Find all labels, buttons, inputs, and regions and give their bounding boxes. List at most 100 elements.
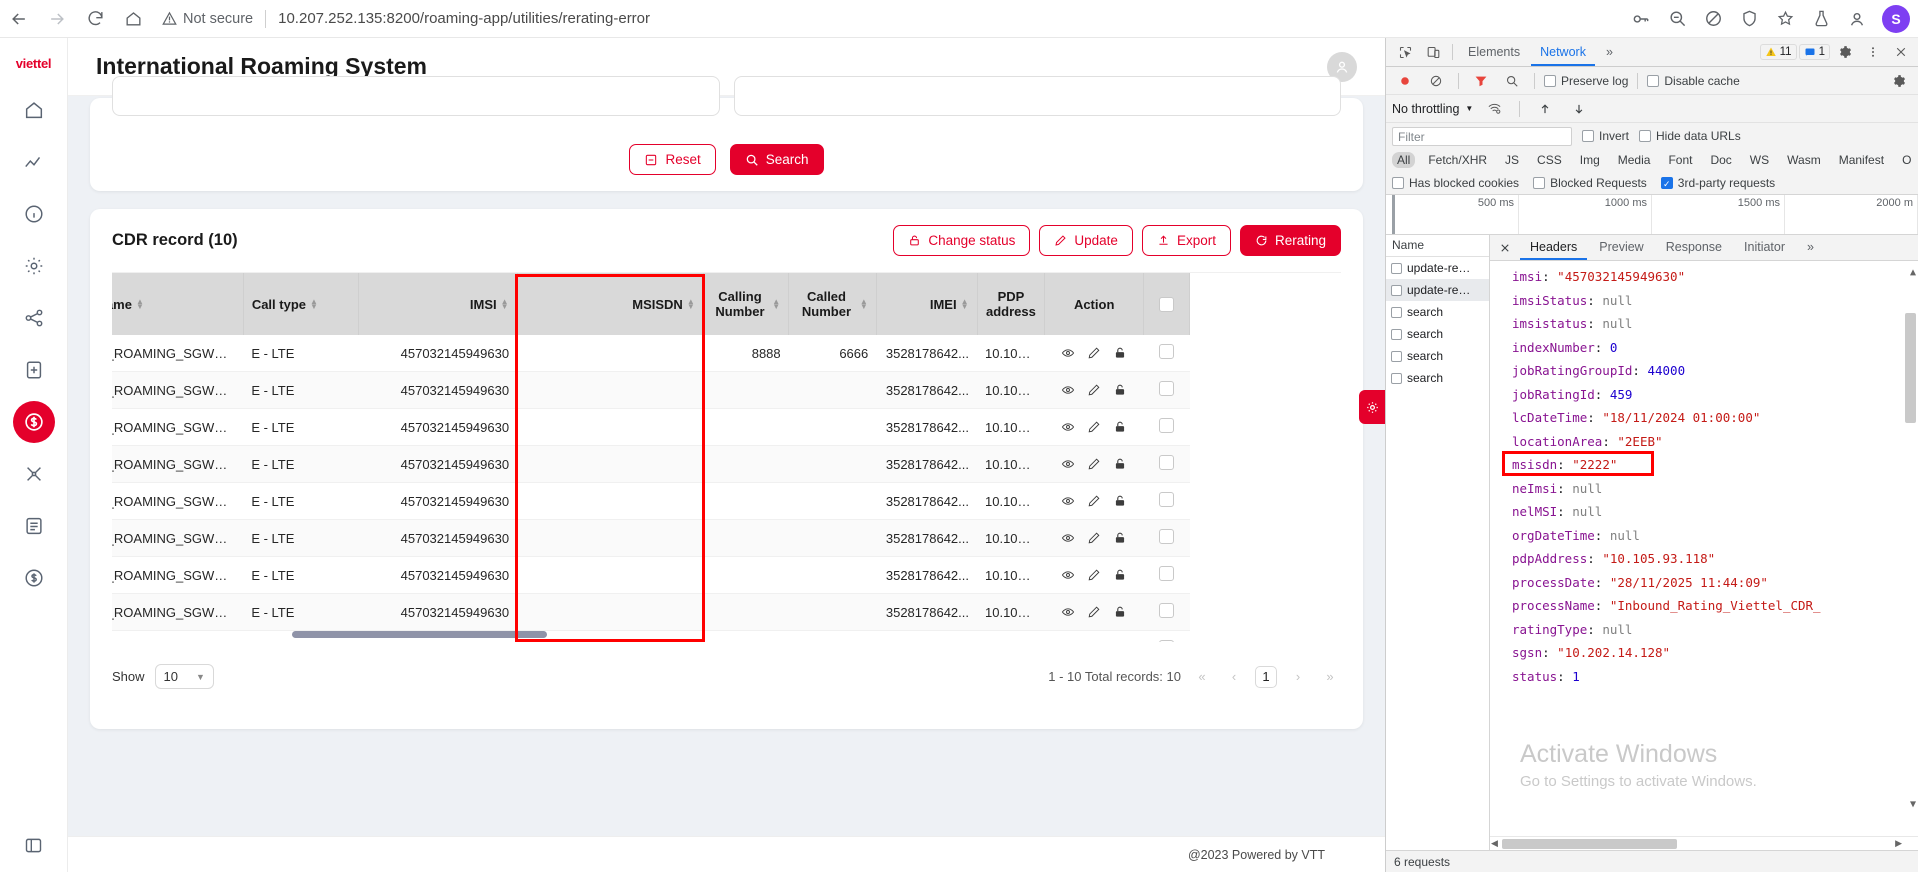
request-row[interactable]: search xyxy=(1386,323,1489,345)
throttling-dropdown[interactable]: No throttling ▼ xyxy=(1392,102,1473,116)
request-list-header[interactable]: Name xyxy=(1386,235,1489,257)
view-icon[interactable] xyxy=(1061,531,1075,545)
request-row[interactable]: update-re… xyxy=(1386,279,1489,301)
row-checkbox[interactable] xyxy=(1158,529,1174,544)
more-tabs-icon[interactable]: » xyxy=(1605,45,1613,59)
third-party-requests-checkbox[interactable]: ✓ 3rd-party requests xyxy=(1660,176,1775,190)
reload-icon[interactable] xyxy=(76,3,114,35)
col-msisdn[interactable]: MSISDN ▲ ▼ xyxy=(517,273,704,335)
rerating-button[interactable]: Rerating xyxy=(1239,225,1341,256)
last-page-button[interactable]: » xyxy=(1326,669,1334,684)
col-imei[interactable]: IMEI ▲ ▼ xyxy=(876,273,978,335)
has-blocked-cookies-checkbox[interactable]: Has blocked cookies xyxy=(1392,176,1519,190)
edit-icon[interactable] xyxy=(1087,420,1101,434)
sort-icon[interactable]: ▲ ▼ xyxy=(859,297,868,311)
network-settings-gear-icon[interactable] xyxy=(1886,69,1912,93)
edit-icon[interactable] xyxy=(1087,605,1101,619)
col-call-type[interactable]: Call type ▲ ▼ xyxy=(243,273,359,335)
col-calling-number[interactable]: Calling Number ▲ ▼ xyxy=(703,273,790,335)
view-icon[interactable] xyxy=(1061,383,1075,397)
sidebar-item-reports[interactable] xyxy=(13,349,55,391)
disable-cache-checkbox[interactable]: Disable cache xyxy=(1647,74,1740,88)
more-options-icon[interactable] xyxy=(1860,40,1886,64)
network-timeline-overview[interactable]: 500 ms 1000 ms 1500 ms 2000 m xyxy=(1386,195,1918,235)
table-row[interactable]: S_ROAMING_SGWHL...E - LTE457032145949630… xyxy=(112,482,1190,520)
filter-type-font[interactable]: Font xyxy=(1668,153,1693,167)
col-name[interactable]: name▲▼ xyxy=(112,273,244,335)
table-row[interactable]: S_ROAMING_SGWHL...E - LTE457032145949630… xyxy=(112,335,1190,372)
account-icon[interactable] xyxy=(1840,4,1874,34)
scroll-right-arrow-icon[interactable]: ▶ xyxy=(1895,838,1902,848)
edit-icon[interactable] xyxy=(1087,531,1101,545)
view-icon[interactable] xyxy=(1061,494,1075,508)
search-field-right[interactable] xyxy=(733,76,1341,116)
sidebar-item-analytics[interactable] xyxy=(13,141,55,183)
sidebar-item-network[interactable] xyxy=(13,297,55,339)
sidebar-item-list[interactable] xyxy=(13,505,55,547)
row-checkbox[interactable] xyxy=(1158,418,1174,433)
col-imsi[interactable]: IMSI ▲ ▼ xyxy=(358,273,518,335)
filter-type-js[interactable]: JS xyxy=(1505,153,1520,167)
row-checkbox[interactable] xyxy=(1158,603,1174,618)
view-icon[interactable] xyxy=(1061,420,1075,434)
table-hscroll-track[interactable] xyxy=(112,631,1341,640)
lock-icon[interactable] xyxy=(1113,457,1127,471)
cell-select[interactable] xyxy=(1143,630,1190,642)
settings-gear-icon[interactable] xyxy=(1832,40,1858,64)
export-har-icon[interactable] xyxy=(1566,97,1592,121)
request-checkbox[interactable] xyxy=(1391,350,1402,362)
search-button[interactable]: Search xyxy=(729,144,824,175)
filter-input[interactable]: Filter xyxy=(1392,126,1572,146)
update-button[interactable]: Update xyxy=(1039,225,1133,256)
sort-icon[interactable]: ▲ ▼ xyxy=(135,297,144,311)
record-button-icon[interactable] xyxy=(1392,69,1418,93)
filter-type-ws[interactable]: WS xyxy=(1749,153,1770,167)
hide-data-urls-checkbox[interactable]: Hide data URLs xyxy=(1639,129,1741,143)
filter-type-media[interactable]: Media xyxy=(1617,153,1651,167)
preserve-log-checkbox[interactable]: Preserve log xyxy=(1544,74,1628,88)
close-devtools-icon[interactable] xyxy=(1888,40,1914,64)
lock-icon[interactable] xyxy=(1113,383,1127,397)
sort-icon[interactable]: ▲ ▼ xyxy=(960,297,969,311)
inspect-element-icon[interactable] xyxy=(1392,40,1418,64)
security-indicator[interactable]: Not secure xyxy=(162,11,253,27)
profile-avatar[interactable]: S xyxy=(1882,4,1910,33)
bookmark-star-icon[interactable] xyxy=(1768,4,1802,34)
sidebar-item-alerts[interactable] xyxy=(13,193,55,235)
search-requests-icon[interactable] xyxy=(1499,69,1525,93)
request-checkbox[interactable] xyxy=(1391,262,1402,274)
shield-icon[interactable] xyxy=(1732,4,1766,34)
json-vscroll-thumb[interactable] xyxy=(1905,313,1916,423)
request-row[interactable]: update-re… xyxy=(1386,257,1489,279)
sidebar-item-tools[interactable] xyxy=(13,453,55,495)
filter-type-manifest[interactable]: Manifest xyxy=(1838,153,1885,167)
row-checkbox[interactable] xyxy=(1158,344,1174,359)
table-row[interactable]: S_ROAMING_SGWHL...E - LTE457032145949630… xyxy=(112,593,1190,631)
filter-type-img[interactable]: Img xyxy=(1579,153,1600,167)
block-icon[interactable] xyxy=(1696,4,1730,34)
address-bar[interactable]: Not secure 10.207.252.135:8200/roaming-a… xyxy=(162,3,1618,34)
table-hscroll-thumb[interactable] xyxy=(292,631,547,638)
home-icon[interactable] xyxy=(114,3,152,35)
scroll-up-arrow-icon[interactable]: ▲ xyxy=(1909,267,1916,278)
json-hscroll-track[interactable]: ◀ ▶ xyxy=(1490,836,1918,850)
json-hscroll-thumb[interactable] xyxy=(1502,838,1677,849)
invert-checkbox[interactable]: Invert xyxy=(1582,129,1629,143)
cell-select[interactable] xyxy=(1143,335,1190,372)
cell-select[interactable] xyxy=(1143,519,1190,557)
cell-select[interactable] xyxy=(1143,556,1190,594)
request-row[interactable]: search xyxy=(1386,301,1489,323)
message-badge[interactable]: 1 xyxy=(1798,44,1830,60)
sort-icon[interactable]: ▲ ▼ xyxy=(686,297,695,311)
view-icon[interactable] xyxy=(1061,605,1075,619)
filter-funnel-icon[interactable] xyxy=(1468,69,1494,93)
edit-icon[interactable] xyxy=(1087,383,1101,397)
detail-tab-preview[interactable]: Preview xyxy=(1599,240,1644,254)
floating-settings-tab[interactable] xyxy=(1359,390,1385,424)
sort-icon[interactable]: ▲ ▼ xyxy=(772,297,781,311)
sort-icon[interactable]: ▲ ▼ xyxy=(500,297,509,311)
password-key-icon[interactable] xyxy=(1624,4,1658,34)
lock-icon[interactable] xyxy=(1113,346,1127,360)
filter-type-o[interactable]: O xyxy=(1902,153,1912,167)
detail-tab-initiator[interactable]: Initiator xyxy=(1744,240,1786,254)
